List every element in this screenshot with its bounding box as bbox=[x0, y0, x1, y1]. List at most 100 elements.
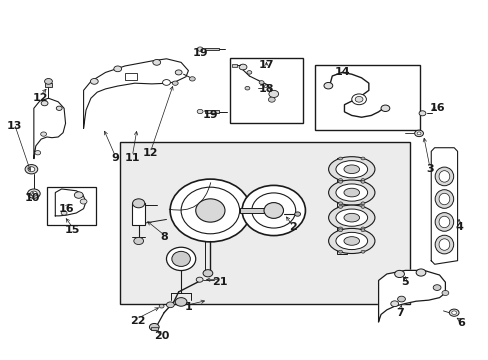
Circle shape bbox=[166, 302, 174, 308]
Ellipse shape bbox=[328, 157, 374, 182]
Text: 22: 22 bbox=[130, 316, 145, 325]
Circle shape bbox=[351, 94, 366, 105]
Circle shape bbox=[90, 78, 98, 84]
Ellipse shape bbox=[343, 237, 359, 245]
Text: 10: 10 bbox=[25, 193, 40, 203]
Text: 3: 3 bbox=[425, 164, 433, 174]
Bar bbox=[132, 203, 144, 225]
Circle shape bbox=[74, 192, 83, 198]
Text: 15: 15 bbox=[65, 225, 81, 235]
Circle shape bbox=[244, 86, 249, 90]
Circle shape bbox=[338, 179, 342, 181]
Circle shape bbox=[56, 106, 62, 111]
Ellipse shape bbox=[166, 247, 195, 271]
Circle shape bbox=[61, 211, 67, 215]
Circle shape bbox=[380, 105, 389, 112]
Circle shape bbox=[360, 227, 364, 230]
Circle shape bbox=[360, 179, 364, 181]
Circle shape bbox=[159, 305, 163, 308]
Ellipse shape bbox=[335, 184, 367, 201]
Ellipse shape bbox=[434, 190, 453, 208]
Circle shape bbox=[338, 250, 342, 253]
Circle shape bbox=[80, 199, 87, 204]
Polygon shape bbox=[55, 189, 86, 216]
Bar bbox=[44, 83, 52, 87]
Circle shape bbox=[246, 71, 251, 74]
Circle shape bbox=[360, 206, 364, 208]
Circle shape bbox=[338, 180, 342, 183]
Circle shape bbox=[338, 202, 342, 205]
Ellipse shape bbox=[335, 232, 367, 249]
Text: 4: 4 bbox=[454, 222, 462, 231]
Ellipse shape bbox=[343, 165, 359, 174]
Circle shape bbox=[418, 111, 425, 116]
Ellipse shape bbox=[438, 193, 449, 205]
Circle shape bbox=[35, 150, 41, 155]
Circle shape bbox=[360, 229, 364, 231]
Ellipse shape bbox=[251, 193, 295, 228]
Ellipse shape bbox=[335, 161, 367, 178]
Ellipse shape bbox=[343, 188, 359, 197]
Ellipse shape bbox=[242, 185, 305, 235]
Bar bbox=[120, 142, 409, 304]
Bar bbox=[239, 208, 276, 213]
Circle shape bbox=[172, 81, 178, 85]
Circle shape bbox=[397, 296, 405, 302]
Circle shape bbox=[360, 202, 364, 205]
Circle shape bbox=[149, 323, 159, 330]
Ellipse shape bbox=[434, 167, 453, 186]
Text: 14: 14 bbox=[333, 67, 349, 77]
Circle shape bbox=[27, 189, 40, 198]
Circle shape bbox=[416, 132, 420, 135]
Circle shape bbox=[354, 96, 362, 102]
Polygon shape bbox=[430, 148, 457, 264]
Circle shape bbox=[338, 206, 342, 208]
Circle shape bbox=[360, 157, 364, 160]
Ellipse shape bbox=[343, 213, 359, 222]
Bar bbox=[205, 48, 219, 50]
Text: 20: 20 bbox=[154, 331, 169, 341]
Ellipse shape bbox=[264, 203, 283, 219]
Circle shape bbox=[415, 269, 425, 276]
Circle shape bbox=[294, 212, 300, 216]
Polygon shape bbox=[83, 59, 188, 128]
Text: 17: 17 bbox=[258, 60, 274, 70]
Ellipse shape bbox=[195, 199, 224, 222]
Circle shape bbox=[28, 167, 35, 172]
Text: 2: 2 bbox=[289, 222, 297, 231]
Polygon shape bbox=[34, 98, 65, 158]
Circle shape bbox=[30, 191, 37, 196]
Text: 6: 6 bbox=[457, 319, 465, 328]
Circle shape bbox=[114, 66, 122, 72]
Circle shape bbox=[239, 64, 246, 70]
Circle shape bbox=[268, 97, 275, 102]
Circle shape bbox=[324, 82, 332, 89]
Circle shape bbox=[448, 309, 458, 316]
Text: 19: 19 bbox=[192, 48, 208, 58]
Ellipse shape bbox=[434, 235, 453, 254]
Circle shape bbox=[175, 70, 182, 75]
Ellipse shape bbox=[328, 228, 374, 253]
Ellipse shape bbox=[328, 180, 374, 205]
Text: 12: 12 bbox=[33, 93, 48, 103]
Ellipse shape bbox=[181, 187, 239, 234]
Circle shape bbox=[414, 130, 423, 136]
Circle shape bbox=[338, 227, 342, 230]
Circle shape bbox=[25, 165, 38, 174]
Bar bbox=[125, 73, 137, 80]
Circle shape bbox=[394, 270, 404, 278]
Circle shape bbox=[338, 229, 342, 231]
Text: 12: 12 bbox=[143, 148, 158, 158]
Circle shape bbox=[44, 78, 52, 84]
Ellipse shape bbox=[335, 209, 367, 226]
Bar bbox=[336, 158, 346, 253]
Circle shape bbox=[268, 90, 278, 98]
Text: 13: 13 bbox=[7, 121, 22, 131]
Circle shape bbox=[197, 109, 203, 114]
Bar bbox=[205, 111, 219, 113]
Bar bbox=[315, 65, 419, 130]
Text: 9: 9 bbox=[111, 153, 119, 163]
Text: 16: 16 bbox=[59, 204, 74, 215]
Text: 19: 19 bbox=[202, 111, 218, 121]
Text: 8: 8 bbox=[160, 232, 167, 242]
